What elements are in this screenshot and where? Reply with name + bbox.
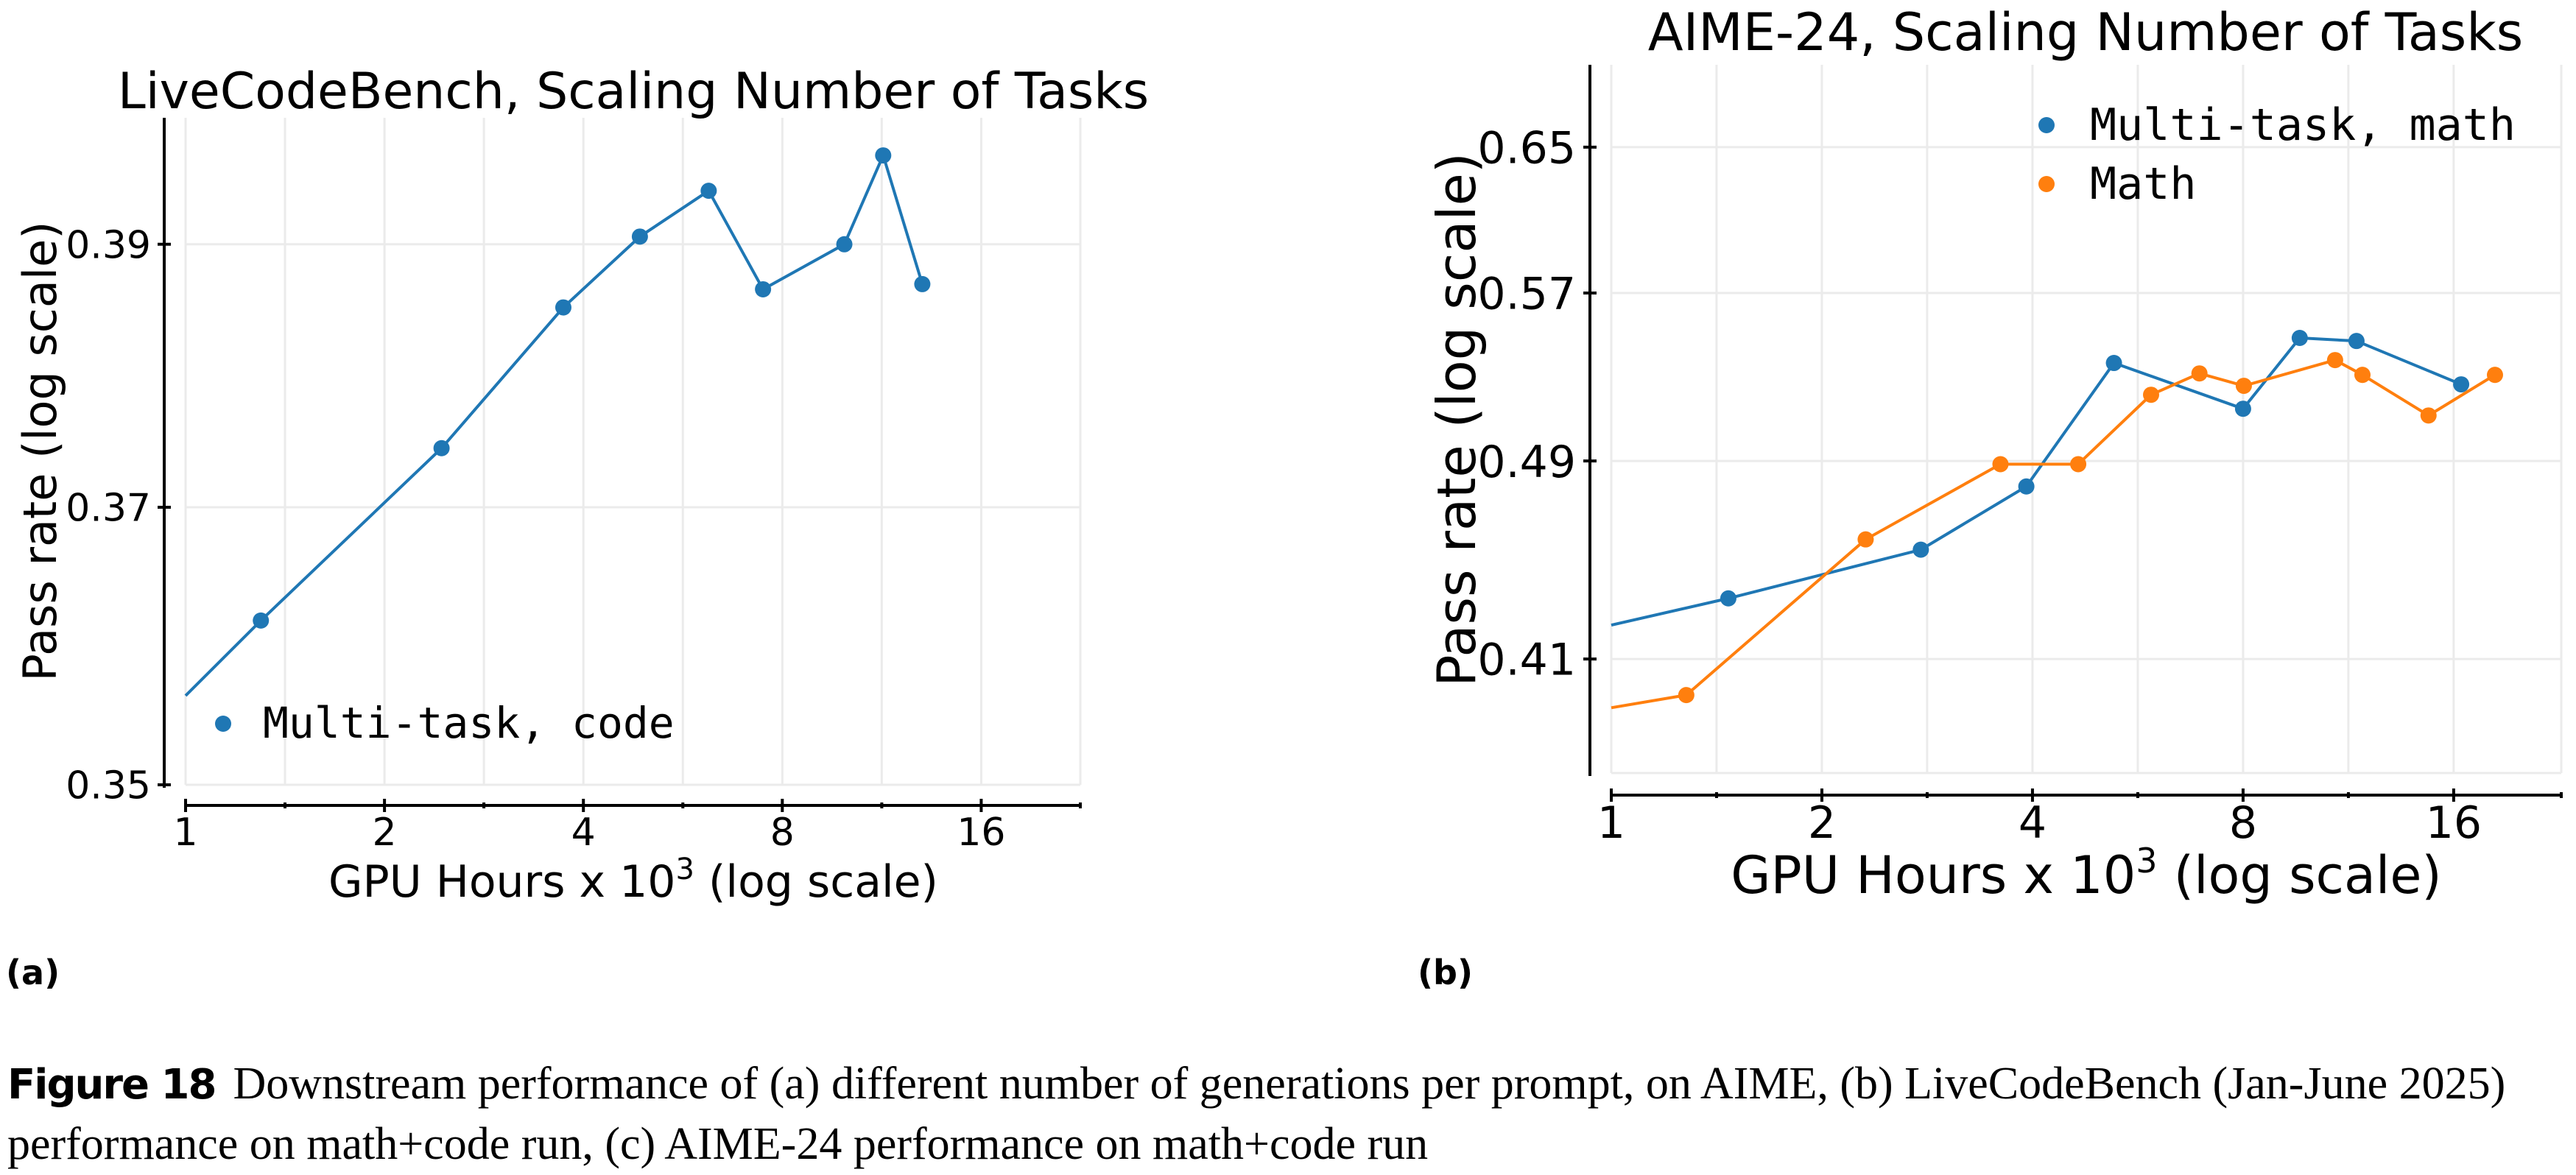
figure-caption: Figure 18 Downstream performance of (a) d…: [7, 1054, 2570, 1174]
panel-label-b: (b): [1418, 953, 1473, 992]
x-tick-label: 1: [173, 811, 197, 855]
x-axis-label-suffix: (log scale): [694, 856, 938, 908]
x-axis-label: GPU Hours x 103 (log scale): [1731, 841, 2442, 906]
data-point-math: [2326, 352, 2343, 369]
data-point-multi-task-math: [2348, 333, 2365, 350]
data-point-multi-task-code: [836, 236, 853, 253]
x-tick-label: 8: [770, 811, 795, 855]
legend-marker-multi-task-math: [2038, 117, 2055, 133]
data-point-math: [1992, 456, 2009, 473]
data-point-multi-task-math: [2018, 478, 2035, 495]
legend-label-math: Math: [2090, 158, 2197, 210]
series-line-multi-task-math: [1611, 336, 2462, 627]
data-point-multi-task-math: [2453, 376, 2470, 393]
y-axis-label: Pass rate (log scale): [1426, 152, 1488, 687]
ticks: 1 2 4 8 16 0.41 0.49 0.57 0.65: [1477, 122, 2563, 849]
data-point-math: [2191, 365, 2208, 382]
data-point-multi-task-math: [1912, 541, 1929, 558]
data-point-multi-task-math: [2291, 330, 2308, 347]
x-tick-label: 1: [1597, 797, 1625, 849]
grid-lines: [1610, 65, 2563, 774]
ticks: 1 2 4 8 16 0.35 0.37 0.39: [66, 223, 1082, 855]
data-point-multi-task-code: [875, 147, 892, 164]
chart-aime24: 1 2 4 8 16 0.41 0.49 0.57 0.65 AIME-24, Scaling …: [1426, 2, 2563, 906]
series-group: [184, 147, 931, 697]
series-group: [1611, 330, 2503, 710]
data-point-math: [2070, 456, 2087, 473]
y-axis-label: Pass rate (log scale): [13, 222, 67, 682]
data-point-multi-task-code: [433, 440, 450, 456]
x-tick-label: 2: [1808, 797, 1836, 849]
legend-marker-math: [2038, 176, 2055, 192]
data-point-multi-task-code: [700, 183, 717, 200]
data-point-math: [2486, 367, 2503, 384]
legend: Multi-task, math Math: [2038, 99, 2516, 210]
x-axis-label: GPU Hours x 103 (log scale): [328, 853, 938, 908]
x-tick-label: 16: [957, 811, 1005, 855]
x-axis-label-sup: 3: [2136, 841, 2157, 881]
data-point-multi-task-code: [755, 280, 772, 297]
x-tick-label: 8: [2229, 797, 2257, 849]
figure-number: Figure 18: [7, 1061, 217, 1109]
data-point-multi-task-code: [253, 612, 270, 629]
series-line-multi-task-code: [184, 154, 924, 697]
panel-label-a: (a): [6, 953, 60, 992]
chart-title: AIME-24, Scaling Number of Tasks: [1648, 2, 2523, 63]
data-point-multi-task-code: [914, 275, 931, 292]
legend-label-multi-task-math: Multi-task, math: [2090, 99, 2516, 151]
data-point-multi-task-code: [555, 299, 571, 316]
grid-lines: [184, 118, 1082, 786]
data-point-math: [2235, 378, 2252, 395]
axes: [1588, 65, 2561, 797]
data-point-math: [2420, 407, 2437, 424]
data-point-math: [2354, 367, 2371, 384]
x-axis-label-sup: 3: [675, 853, 694, 886]
chart-title: LiveCodeBench, Scaling Number of Tasks: [118, 63, 1149, 121]
data-point-math: [1857, 531, 1874, 548]
caption-text: Downstream performance of (a) different …: [7, 1059, 2506, 1169]
axes: [163, 118, 1080, 807]
x-axis-label-main: GPU Hours x 10: [1731, 845, 2136, 906]
x-tick-label: 4: [2019, 797, 2047, 849]
y-tick-label: 0.39: [66, 223, 151, 267]
y-tick-label: 0.37: [66, 487, 151, 531]
data-point-math: [2142, 387, 2159, 403]
y-tick-label: 0.57: [1477, 269, 1576, 320]
data-point-multi-task-math: [2105, 355, 2122, 372]
legend: Multi-task, code: [215, 698, 675, 748]
y-tick-label: 0.41: [1477, 635, 1576, 686]
legend-label-multi-task-code: Multi-task, code: [263, 698, 675, 748]
data-point-multi-task-code: [631, 228, 648, 245]
y-tick-label: 0.35: [66, 764, 151, 808]
x-axis-label-main: GPU Hours x 10: [328, 856, 675, 908]
series-line-math: [1611, 359, 2496, 710]
x-axis-label-suffix: (log scale): [2158, 845, 2442, 906]
data-point-math: [1678, 687, 1695, 704]
y-tick-label: 0.65: [1477, 122, 1576, 174]
x-tick-label: 16: [2426, 797, 2482, 849]
data-point-multi-task-math: [1720, 590, 1736, 607]
data-point-multi-task-math: [2234, 401, 2251, 417]
chart-livecodebench: 1 2 4 8 16 0.35 0.37 0.39 LiveCodeBench, Scalin…: [13, 63, 1149, 908]
y-tick-label: 0.49: [1477, 437, 1576, 488]
x-tick-label: 4: [571, 811, 596, 855]
x-tick-label: 2: [373, 811, 397, 855]
legend-marker-multi-task-code: [215, 716, 231, 732]
